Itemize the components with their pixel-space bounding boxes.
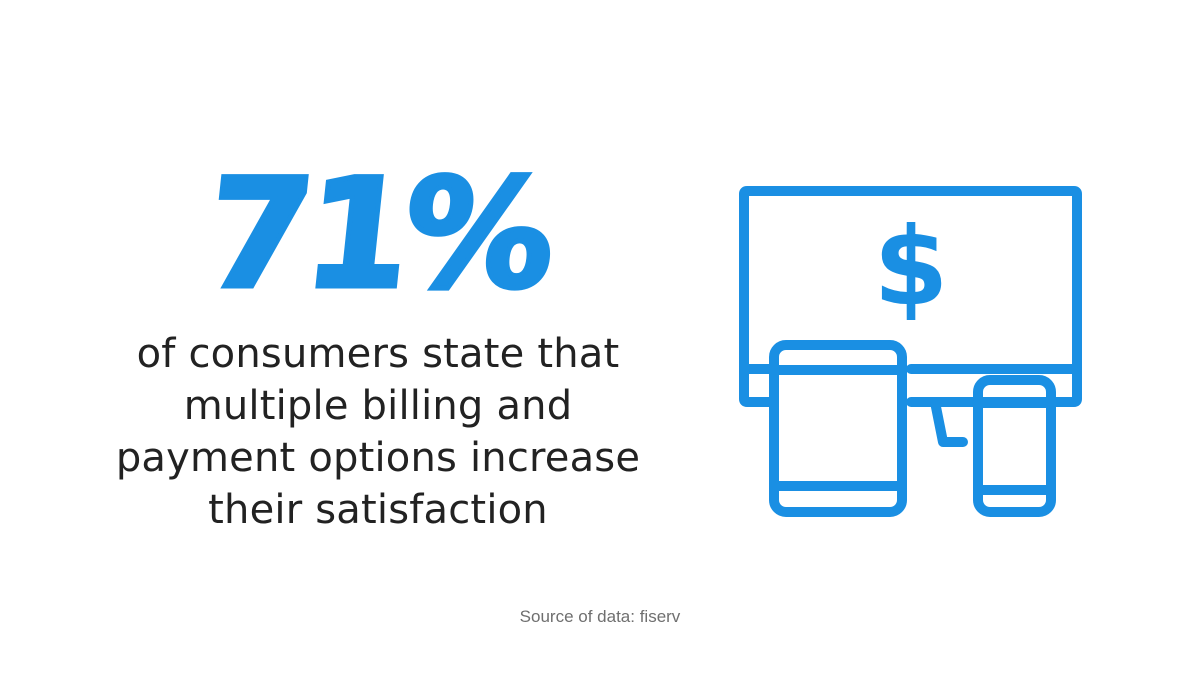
statistic-block: 71% of consumers state that multiple bil…: [100, 146, 656, 536]
caption-line-1: of consumers state that: [136, 331, 620, 377]
caption-line-2: multiple billing and: [183, 383, 573, 429]
source-note: Source of data: fiserv: [519, 607, 681, 626]
monitor-frame: [739, 186, 1082, 407]
devices-payment-icon: $: [739, 186, 1082, 517]
dollar-sign-icon: $: [873, 205, 948, 330]
tablet-icon: [769, 340, 907, 517]
caption-line-3: payment options increase: [115, 435, 641, 481]
stat-caption: of consumers state that multiple billing…: [100, 328, 656, 536]
stat-percentage: 71%: [196, 146, 560, 325]
monitor-stand: [930, 397, 968, 447]
phone-icon: [973, 375, 1056, 517]
caption-line-4: their satisfaction: [208, 487, 548, 533]
